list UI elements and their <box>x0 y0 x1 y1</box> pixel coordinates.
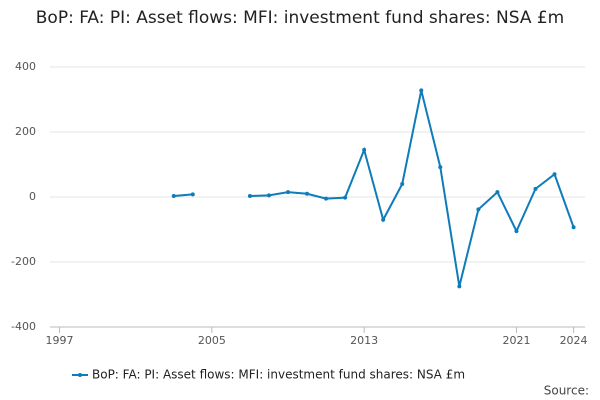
x-tick-label: 2013 <box>350 334 378 347</box>
data-point <box>343 195 348 200</box>
y-tick-label: 200 <box>15 125 36 138</box>
y-tick-label: -200 <box>11 255 36 268</box>
data-point <box>438 165 443 170</box>
x-tick-label: 2024 <box>560 334 588 347</box>
data-point <box>266 193 271 198</box>
data-point <box>285 190 290 195</box>
data-point <box>514 229 519 234</box>
series-line <box>173 90 575 287</box>
x-tick-label: 1997 <box>46 334 74 347</box>
data-point <box>419 88 424 93</box>
x-tick-label: 2021 <box>502 334 530 347</box>
chart-title: BoP: FA: PI: Asset flows: MFI: investmen… <box>35 8 565 28</box>
data-point <box>247 194 252 199</box>
y-tick-label: 0 <box>29 190 36 203</box>
legend-dot <box>78 373 82 377</box>
data-point <box>552 172 557 177</box>
data-point <box>495 190 500 195</box>
data-point <box>362 147 367 152</box>
data-point <box>381 217 386 222</box>
data-point <box>533 186 538 191</box>
data-point <box>457 284 462 289</box>
y-tick-label: -400 <box>11 320 36 333</box>
data-point <box>190 192 195 197</box>
x-tick-label: 2005 <box>198 334 226 347</box>
source: Source: <box>544 384 589 398</box>
data-point <box>476 207 481 212</box>
data-point <box>571 225 576 230</box>
data-point <box>171 194 176 199</box>
y-tick-label: 400 <box>15 60 36 73</box>
legend-label: BoP: FA: PI: Asset flows: MFI: investmen… <box>92 368 465 382</box>
data-point <box>305 191 310 196</box>
data-point <box>324 196 329 201</box>
data-point <box>400 182 405 186</box>
